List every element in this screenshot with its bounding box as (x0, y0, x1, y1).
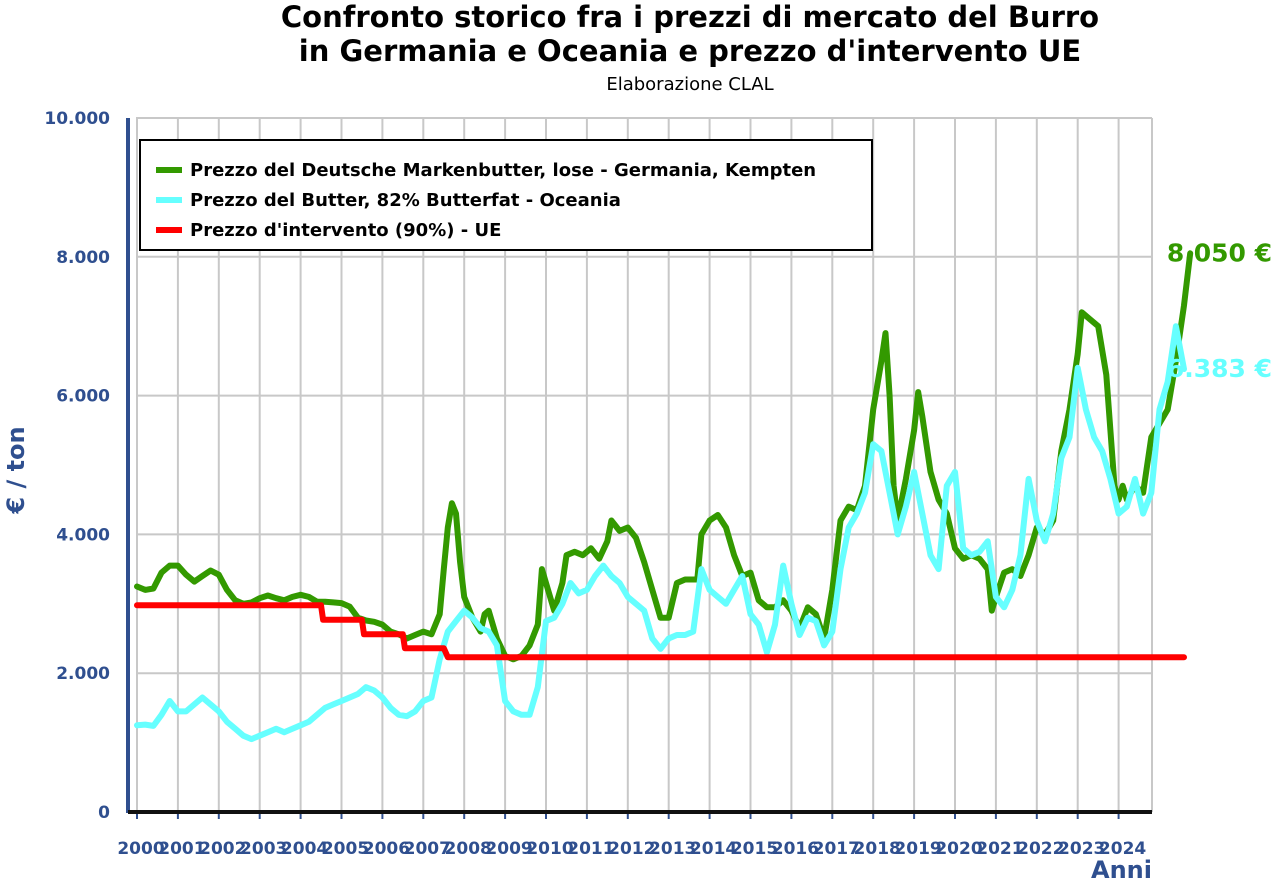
x-axis-label: Anni (1091, 856, 1152, 884)
series-layer (134, 250, 1194, 743)
x-tick-label: 2016 (772, 839, 819, 859)
x-tick-label: 2013 (649, 839, 696, 859)
x-tick-label: 2018 (854, 839, 901, 859)
chart-subtitle: Elaborazione CLAL (606, 74, 774, 95)
x-tick-label: 2024 (1099, 839, 1146, 859)
y-tick-label: 4.000 (56, 525, 110, 545)
end-label-germany: 8.050 € (1167, 238, 1272, 267)
chart-title-line1: Confronto storico fra i prezzi di mercat… (280, 0, 1100, 34)
legend-item-germany: Prezzo del Deutsche Markenbutter, lose -… (190, 160, 816, 181)
x-tick-label: 2021 (976, 839, 1023, 859)
chart-title: Confronto storico fra i prezzi di mercat… (160, 0, 1220, 68)
end-labels: 8.050 € 6.383 € (1167, 238, 1272, 383)
x-tick-label: 2009 (485, 839, 532, 859)
y-tick-label: 0 (98, 803, 110, 823)
series-eu-intervention-line (134, 602, 1187, 661)
x-tick-label: 2020 (935, 839, 982, 859)
x-tick-label: 2000 (117, 839, 164, 859)
x-tick-label: 2017 (813, 839, 860, 859)
x-tick-label: 2005 (322, 839, 369, 859)
x-tick-label: 2022 (1017, 839, 1064, 859)
x-tick-label: 2004 (281, 839, 328, 859)
x-tick-label: 2015 (731, 839, 778, 859)
legend-item-eu-intervention: Prezzo d'intervento (90%) - UE (190, 220, 501, 241)
x-tick-label: 2012 (608, 839, 655, 859)
x-tick-label: 2007 (404, 839, 451, 859)
x-tick-label: 2023 (1058, 839, 1105, 859)
y-tick-label: 6.000 (56, 387, 110, 407)
x-tick-label: 2011 (567, 839, 614, 859)
y-tick-label: 10.000 (44, 109, 110, 129)
y-tick-label: 2.000 (56, 664, 110, 684)
x-tick-label: 2014 (690, 839, 737, 859)
x-tick-label: 2008 (445, 839, 492, 859)
legend-box (139, 139, 873, 251)
x-tick-label: 2001 (158, 839, 205, 859)
series-germany-line (134, 250, 1194, 663)
y-tick-label: 8.000 (56, 248, 110, 268)
x-tick-label: 2003 (240, 839, 287, 859)
x-tick-label: 2002 (199, 839, 246, 859)
axes (126, 118, 1152, 819)
x-tick-label: 2019 (894, 839, 941, 859)
chart-title-line2: in Germania e Oceania e prezzo d'interve… (298, 34, 1082, 68)
x-tick-label: 2010 (526, 839, 573, 859)
x-tick-label: 2006 (363, 839, 410, 859)
legend: Prezzo del Deutsche Markenbutter, lose -… (139, 139, 873, 251)
end-label-oceania: 6.383 € (1167, 354, 1272, 383)
series-oceania-line (134, 323, 1187, 743)
y-axis-label: € / ton (2, 426, 30, 514)
legend-item-oceania: Prezzo del Butter, 82% Butterfat - Ocean… (190, 190, 621, 211)
tick-labels: 2000200120022003200420052006200720082009… (44, 109, 1146, 859)
